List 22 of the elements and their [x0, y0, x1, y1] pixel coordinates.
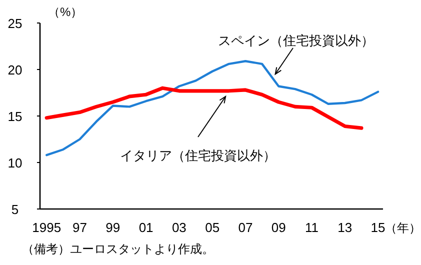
y-tick-label: 10	[8, 156, 22, 170]
x-tick-label: 99	[106, 220, 120, 235]
y-tick-label: 20	[8, 62, 22, 78]
x-tick-label: 97	[72, 220, 87, 235]
y-tick-label: 25	[8, 16, 22, 31]
x-axis-title: （年）	[385, 221, 421, 235]
text: （備考）ユーロスタットより作成。	[22, 242, 214, 256]
y-axis-title: （%）	[48, 5, 83, 19]
x-tick-label: 11	[305, 220, 318, 235]
x-tick-label: 05	[205, 220, 220, 235]
annotation: イタリア（住宅投資以外）	[120, 148, 276, 163]
x-tick-label: 13	[338, 220, 352, 235]
x-tick-label: 1995	[32, 220, 62, 235]
x-tick-label: 07	[238, 220, 253, 235]
x-tick-label: 15	[370, 220, 386, 235]
annotation: スペイン（住宅投資以外）	[218, 33, 374, 48]
x-tick-label: 01	[138, 220, 154, 235]
line-series	[44, 86, 364, 130]
y-tick-label: 15	[8, 109, 22, 124]
x-tick-label: 09	[271, 220, 286, 235]
y-tick-label: 5	[11, 202, 19, 217]
x-tick-label: 03	[172, 220, 186, 235]
